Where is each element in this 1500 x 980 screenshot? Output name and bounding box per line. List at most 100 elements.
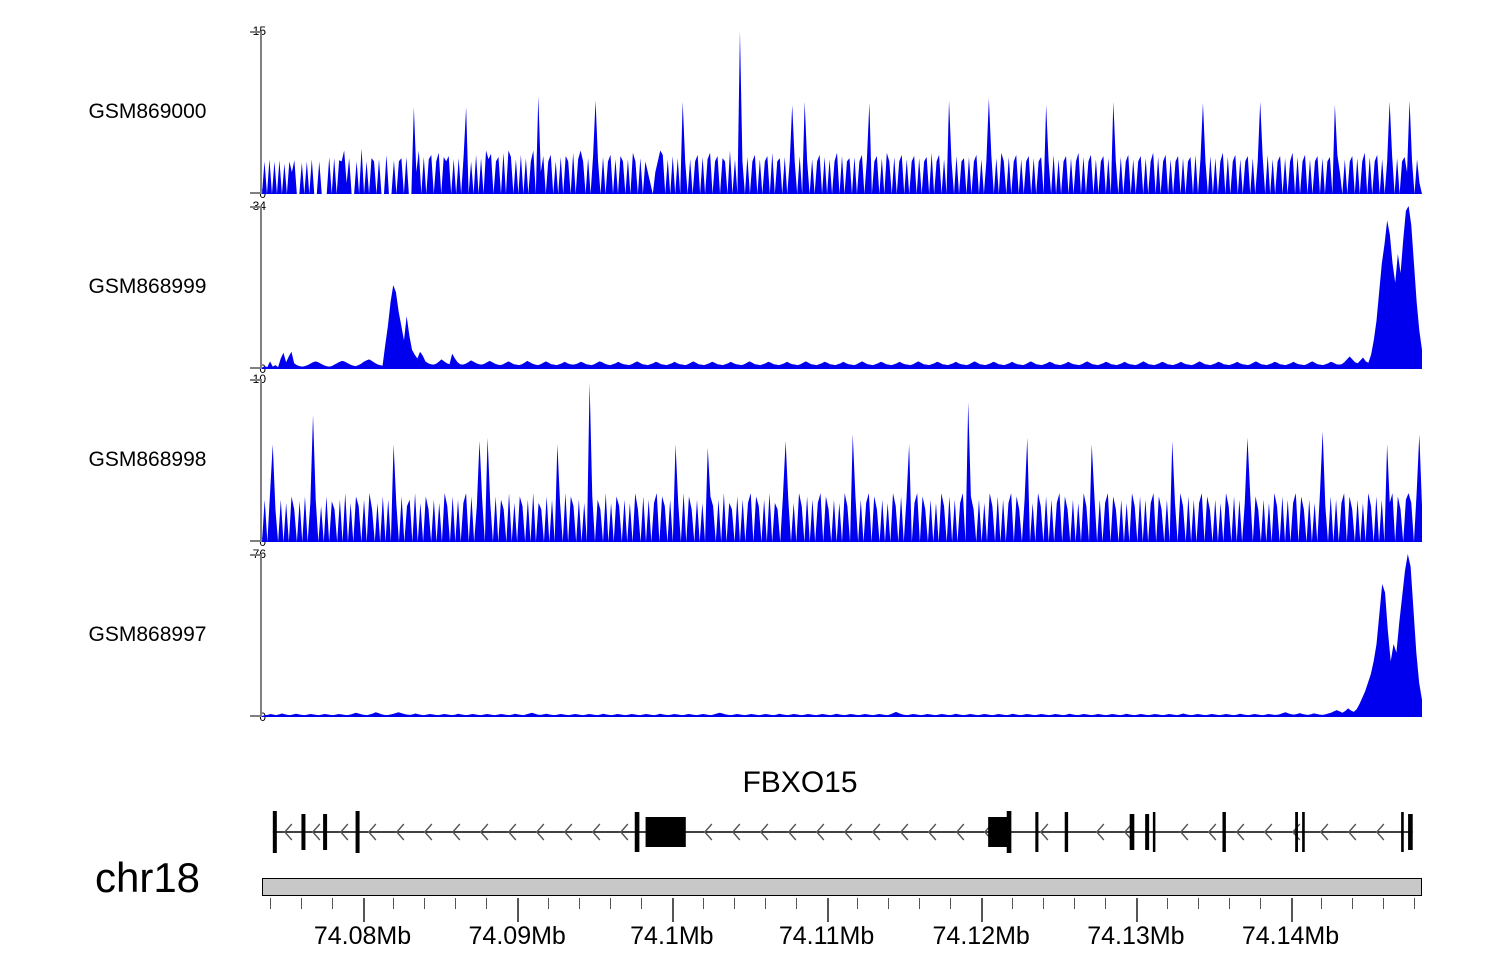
gene-exon[interactable] [1222, 812, 1226, 852]
ruler-tick-minor [702, 898, 704, 909]
track-label: GSM868999 [88, 275, 207, 298]
gene-exon[interactable] [634, 812, 640, 852]
gene-exon[interactable] [301, 814, 306, 850]
ruler-tick-label: 74.08Mb [313, 922, 412, 950]
axis-min-label: 0 [259, 362, 266, 376]
gene-name-label: FBXO15 [742, 766, 858, 799]
gene-exon[interactable] [1006, 811, 1012, 853]
gene-track[interactable] [262, 801, 1422, 863]
gene-exon[interactable] [1408, 814, 1413, 850]
ruler-tick-minor [1259, 898, 1261, 909]
signal-plot[interactable] [262, 379, 1422, 542]
ruler-tick-label: 74.09Mb [468, 922, 566, 950]
gene-exon[interactable] [1401, 812, 1404, 852]
ruler-tick-minor [764, 898, 766, 909]
ruler-tick-minor [1074, 898, 1075, 909]
ruler-tick-major [1290, 898, 1293, 922]
ruler-tick-minor [331, 898, 333, 909]
gene-exon[interactable] [272, 811, 277, 853]
ruler-tick-minor [393, 898, 395, 909]
axis-tick-bottom [250, 540, 262, 542]
ruler-tick-minor [1321, 898, 1323, 909]
ruler-tick-major [517, 898, 520, 922]
ruler-tick-minor [888, 898, 890, 909]
axis-tick-top [250, 379, 262, 381]
axis-line [260, 554, 262, 717]
axis-tick-top [250, 31, 262, 33]
chromosome-label: chr18 [94, 854, 201, 901]
signal-plot[interactable] [262, 206, 1422, 369]
gene-strand-arrows [283, 823, 1385, 841]
ruler-tick-minor [486, 898, 488, 909]
signal-area [262, 554, 1422, 717]
gene-exon[interactable] [1064, 812, 1069, 852]
ruler-tick-minor [1228, 898, 1230, 909]
ruler-bar [262, 878, 1422, 896]
ruler-tick-minor [579, 898, 581, 909]
signal-track-gsm869000[interactable]: GSM869000 15 0 [0, 25, 1500, 200]
track-axis: 10 0 [232, 373, 266, 548]
axis-min-label: 0 [259, 535, 266, 549]
ruler-tick-minor [1043, 898, 1045, 909]
gene-exon[interactable] [1035, 812, 1039, 852]
signal-track-gsm868997[interactable]: GSM868997 76 0 [0, 548, 1500, 723]
gene-exon[interactable] [355, 811, 360, 853]
ruler-tick-minor [950, 898, 952, 909]
signal-plot[interactable] [262, 31, 1422, 194]
gene-exon[interactable] [1302, 812, 1305, 852]
axis-line [260, 31, 262, 194]
track-label: GSM869000 [88, 100, 207, 123]
gene-exon[interactable] [1152, 812, 1156, 852]
track-label: GSM868998 [88, 448, 207, 471]
axis-tick-bottom [250, 715, 262, 717]
gene-exon[interactable] [1145, 814, 1150, 850]
ruler-tick-minor [640, 898, 642, 909]
signal-track-gsm868998[interactable]: GSM868998 10 0 [0, 373, 1500, 548]
gene-exon[interactable] [988, 817, 1008, 847]
gene-model-panel: FBXO15 chr18 74.08Mb 74.09Mb 74.1Mb 74.11Mb… [0, 745, 1500, 980]
ruler-tick-minor [455, 898, 457, 909]
ruler-tick-minor [733, 898, 735, 909]
ruler-tick-minor [857, 898, 859, 909]
ruler-tick-minor [1197, 898, 1199, 909]
ruler-tick-minor [269, 898, 271, 909]
ruler-tick-minor [1012, 898, 1014, 909]
ruler-tick-minor [548, 898, 550, 909]
ruler-tick-minor [610, 898, 611, 909]
ruler-tick-minor [424, 898, 426, 909]
track-axis: 34 0 [232, 200, 266, 375]
ruler-tick-label: 74.13Mb [1087, 922, 1185, 950]
gene-exons[interactable] [272, 811, 1413, 853]
signal-area [262, 206, 1422, 369]
ruler-tick-minor [1414, 898, 1416, 909]
ruler-tick-minor [919, 898, 921, 909]
signal-area [262, 382, 1422, 542]
axis-line [260, 379, 262, 542]
axis-tick-top [250, 206, 262, 208]
ruler-tick-label: 74.11Mb [778, 922, 875, 950]
axis-tick-top [250, 554, 262, 556]
gene-exon[interactable] [1295, 812, 1298, 852]
ruler-tick-major [826, 898, 829, 922]
signal-plot[interactable] [262, 554, 1422, 717]
ruler-tick-label: 74.1Mb [630, 922, 714, 950]
axis-min-label: 0 [259, 710, 266, 724]
signal-track-gsm868999[interactable]: GSM868999 34 0 [0, 200, 1500, 375]
ruler-tick-minor [1166, 898, 1168, 909]
gene-exon[interactable] [323, 814, 328, 850]
ruler-tick-minor [1383, 898, 1385, 909]
ruler-tick-major [362, 898, 365, 922]
gene-exon[interactable] [645, 817, 686, 847]
ruler-tick-major [671, 898, 674, 922]
genomic-ruler[interactable]: 74.08Mb 74.09Mb 74.1Mb 74.11Mb 74.12Mb 74.13M… [262, 878, 1422, 978]
ruler-tick-label: 74.12Mb [932, 922, 1030, 950]
ruler-tick-minor [1104, 898, 1106, 909]
track-label: GSM868997 [88, 623, 207, 646]
track-axis: 76 0 [232, 548, 266, 723]
ruler-tick-minor [300, 898, 302, 909]
ruler-tick-minor [795, 898, 797, 909]
track-axis: 15 0 [232, 25, 266, 200]
gene-exon[interactable] [1129, 814, 1135, 850]
axis-tick-bottom [250, 192, 262, 194]
signal-area [262, 31, 1422, 194]
